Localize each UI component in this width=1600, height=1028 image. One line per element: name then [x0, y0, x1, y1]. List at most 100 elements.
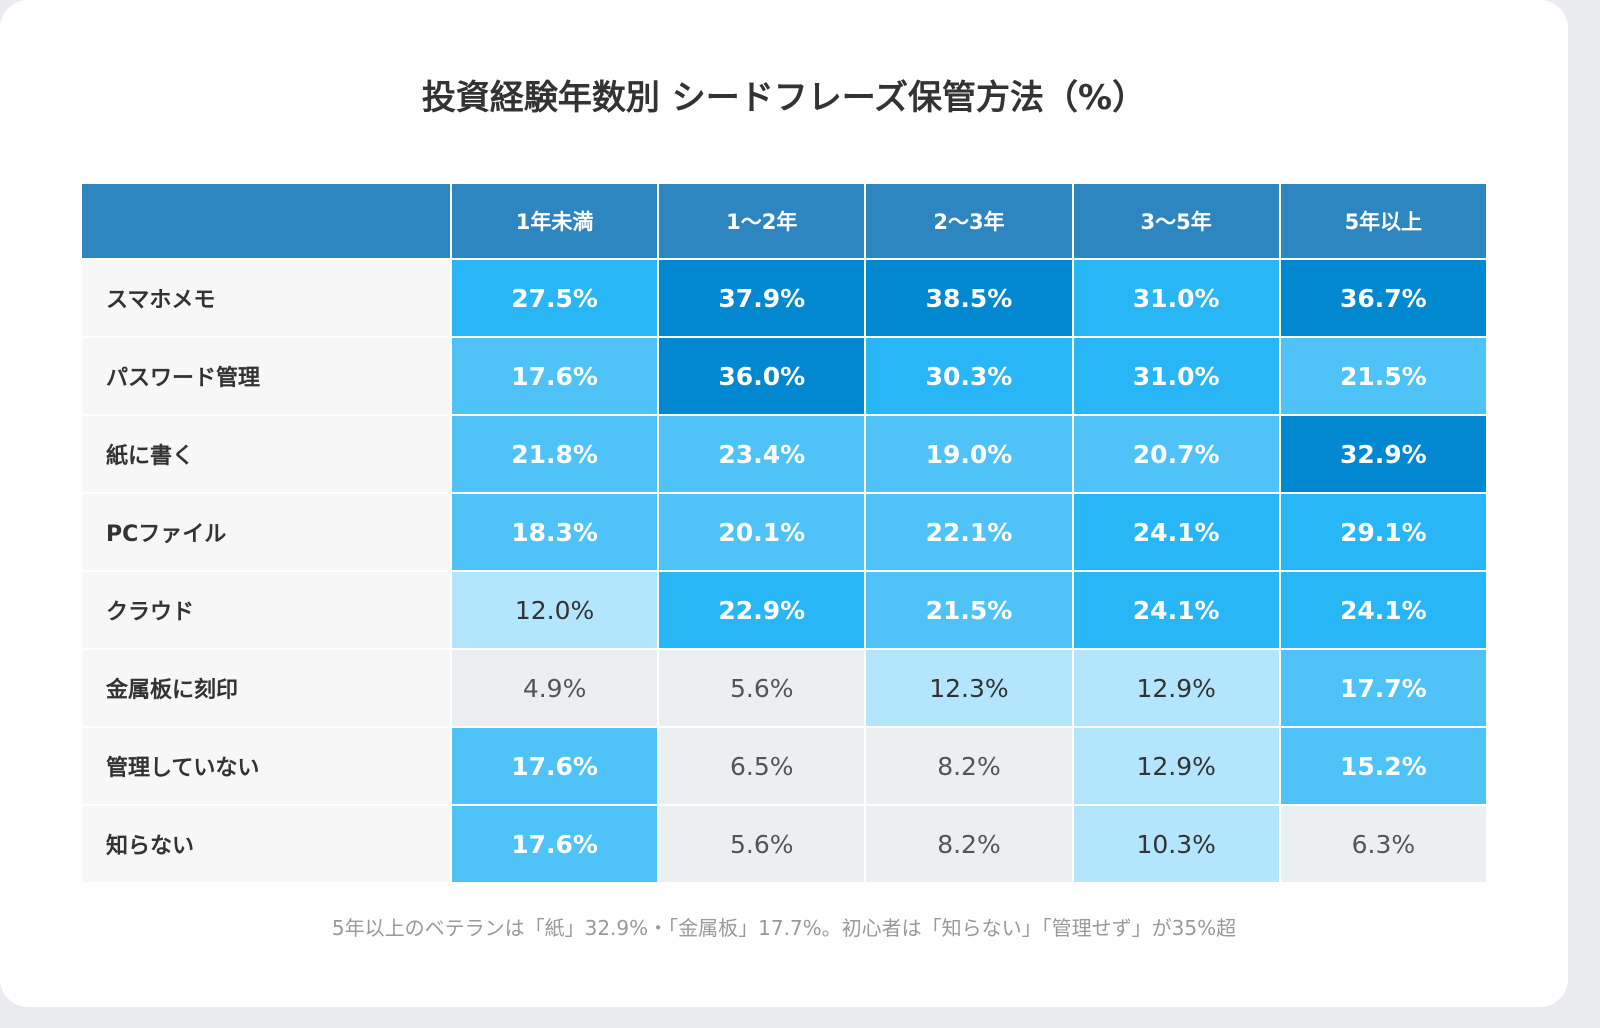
- cell-label: 17.6%: [511, 829, 598, 859]
- cell-label: 21.5%: [1340, 361, 1427, 391]
- heat-cell: 22.1%: [864, 492, 1074, 572]
- cell-label: 21.5%: [925, 595, 1013, 625]
- row-label: 金属板に刻印: [80, 648, 452, 728]
- heat-cell: 30.3%: [864, 336, 1074, 416]
- heat-cell: 29.1%: [1278, 492, 1489, 572]
- cell-label: 31.0%: [1132, 283, 1220, 313]
- heat-cell: 12.3%: [864, 648, 1074, 728]
- cell-label: 12.3%: [929, 673, 1009, 703]
- corner-cell: [80, 182, 452, 260]
- heat-cell: 23.4%: [657, 414, 867, 494]
- row-label: スマホメモ: [80, 258, 452, 338]
- heat-cell: 38.5%: [864, 258, 1074, 338]
- header-row: 1年未満 1〜2年 2〜3年 3〜5年 5年以上: [80, 182, 1489, 260]
- column-header: 2〜3年: [864, 182, 1074, 260]
- cell-label: 20.7%: [1132, 439, 1220, 469]
- heat-cell: 20.1%: [657, 492, 867, 572]
- heat-cell: 6.5%: [657, 726, 867, 806]
- title: 投資経験年数別 シードフレーズ保管方法（%）: [421, 78, 1147, 118]
- row: 金属板に刻印 4.9% 5.6% 12.3% 12.9% 17.7%: [80, 648, 1489, 728]
- heat-cell: 12.9%: [1071, 648, 1281, 728]
- row: クラウド 12.0% 22.9% 21.5% 24.1% 24.1%: [80, 570, 1489, 650]
- row: PCファイル 18.3% 20.1% 22.1% 24.1% 29.1%: [80, 492, 1489, 572]
- column-header: 5年以上: [1278, 182, 1489, 260]
- footnote: 5年以上のベテランは「紙」32.9%・「金属板」17.7%。初心者は「知らない」…: [331, 916, 1237, 940]
- cell-label: 24.1%: [1340, 595, 1427, 625]
- heat-cell: 22.9%: [657, 570, 867, 650]
- row-label: 紙に書く: [80, 414, 452, 494]
- heat-cell: 31.0%: [1071, 258, 1281, 338]
- cell-label: 23.4%: [718, 439, 806, 469]
- row: パスワード管理 17.6% 36.0% 30.3% 31.0% 21.5%: [80, 336, 1489, 416]
- heat-cell: 17.6%: [449, 336, 660, 416]
- heat-cell: 5.6%: [657, 648, 867, 728]
- row-label: 管理していない: [80, 726, 452, 806]
- cell-label: 8.2%: [937, 751, 1001, 781]
- heat-cell: 12.9%: [1071, 726, 1281, 806]
- cell-label: 10.3%: [1136, 829, 1216, 859]
- cell-label: 19.0%: [925, 439, 1013, 469]
- cell-label: 24.1%: [1132, 595, 1220, 625]
- heat-cell: 12.0%: [449, 570, 660, 650]
- row-label: 知らない: [80, 804, 452, 884]
- row: スマホメモ 27.5% 37.9% 38.5% 31.0% 36.7%: [80, 258, 1489, 338]
- heat-cell: 31.0%: [1071, 336, 1281, 416]
- cell-label: 38.5%: [925, 283, 1013, 313]
- cell-label: 6.3%: [1351, 829, 1416, 859]
- cell-label: 5.6%: [730, 829, 794, 859]
- cell-label: 24.1%: [1132, 517, 1220, 547]
- cell-label: 29.1%: [1340, 517, 1427, 547]
- cell-label: 31.0%: [1132, 361, 1220, 391]
- cell-label: 4.9%: [522, 673, 587, 703]
- heat-cell: 24.1%: [1278, 570, 1489, 650]
- heat-cell: 4.9%: [449, 648, 660, 728]
- heat-cell: 18.3%: [449, 492, 660, 572]
- heat-cell: 8.2%: [864, 726, 1074, 806]
- row: 管理していない 17.6% 6.5% 8.2% 12.9% 15.2%: [80, 726, 1489, 806]
- cell-label: 17.6%: [511, 751, 598, 781]
- cell-label: 36.0%: [718, 361, 806, 391]
- cell-label: 8.2%: [937, 829, 1001, 859]
- row-label: パスワード管理: [80, 336, 452, 416]
- heatmap-table: 1年未満 1〜2年 2〜3年 3〜5年 5年以上 スマホメモ 27.5% 37.9% 38.5…: [80, 182, 1489, 884]
- heat-cell: 36.0%: [657, 336, 867, 416]
- cell-label: 22.1%: [925, 517, 1013, 547]
- cell-label: 37.9%: [718, 283, 806, 313]
- heat-cell: 27.5%: [449, 258, 660, 338]
- cell-label: 30.3%: [925, 361, 1013, 391]
- cell-label: 20.1%: [718, 517, 806, 547]
- cell-label: 17.6%: [511, 361, 598, 391]
- column-header: 3〜5年: [1071, 182, 1281, 260]
- heat-cell: 15.2%: [1278, 726, 1489, 806]
- heat-cell: 24.1%: [1071, 492, 1281, 572]
- cell-label: 6.5%: [730, 751, 794, 781]
- heat-cell: 21.8%: [449, 414, 660, 494]
- cell-label: 21.8%: [511, 439, 598, 469]
- heat-cell: 37.9%: [657, 258, 867, 338]
- row: 紙に書く 21.8% 23.4% 19.0% 20.7% 32.9%: [80, 414, 1489, 494]
- heat-cell: 24.1%: [1071, 570, 1281, 650]
- cell-label: 15.2%: [1340, 751, 1427, 781]
- row-label: PCファイル: [80, 492, 452, 572]
- row-label: クラウド: [80, 570, 452, 650]
- heat-cell: 17.7%: [1278, 648, 1489, 728]
- heat-cell: 5.6%: [657, 804, 867, 884]
- heat-cell: 19.0%: [864, 414, 1074, 494]
- heat-cell: 21.5%: [1278, 336, 1489, 416]
- cell-label: 27.5%: [511, 283, 598, 313]
- heat-cell: 21.5%: [864, 570, 1074, 650]
- cell-label: 5.6%: [730, 673, 794, 703]
- cell-label: 12.0%: [514, 595, 595, 625]
- heat-cell: 32.9%: [1278, 414, 1489, 494]
- row: 知らない 17.6% 5.6% 8.2% 10.3% 6.3%: [80, 804, 1489, 884]
- heat-cell: 17.6%: [449, 804, 660, 884]
- cell-label: 12.9%: [1136, 673, 1216, 703]
- heat-cell: 6.3%: [1278, 804, 1489, 884]
- cell-label: 36.7%: [1340, 283, 1427, 313]
- cell-label: 22.9%: [718, 595, 806, 625]
- heat-cell: 10.3%: [1071, 804, 1281, 884]
- cell-label: 17.7%: [1340, 673, 1427, 703]
- cell-label: 12.9%: [1136, 751, 1216, 781]
- column-header: 1年未満: [449, 182, 660, 260]
